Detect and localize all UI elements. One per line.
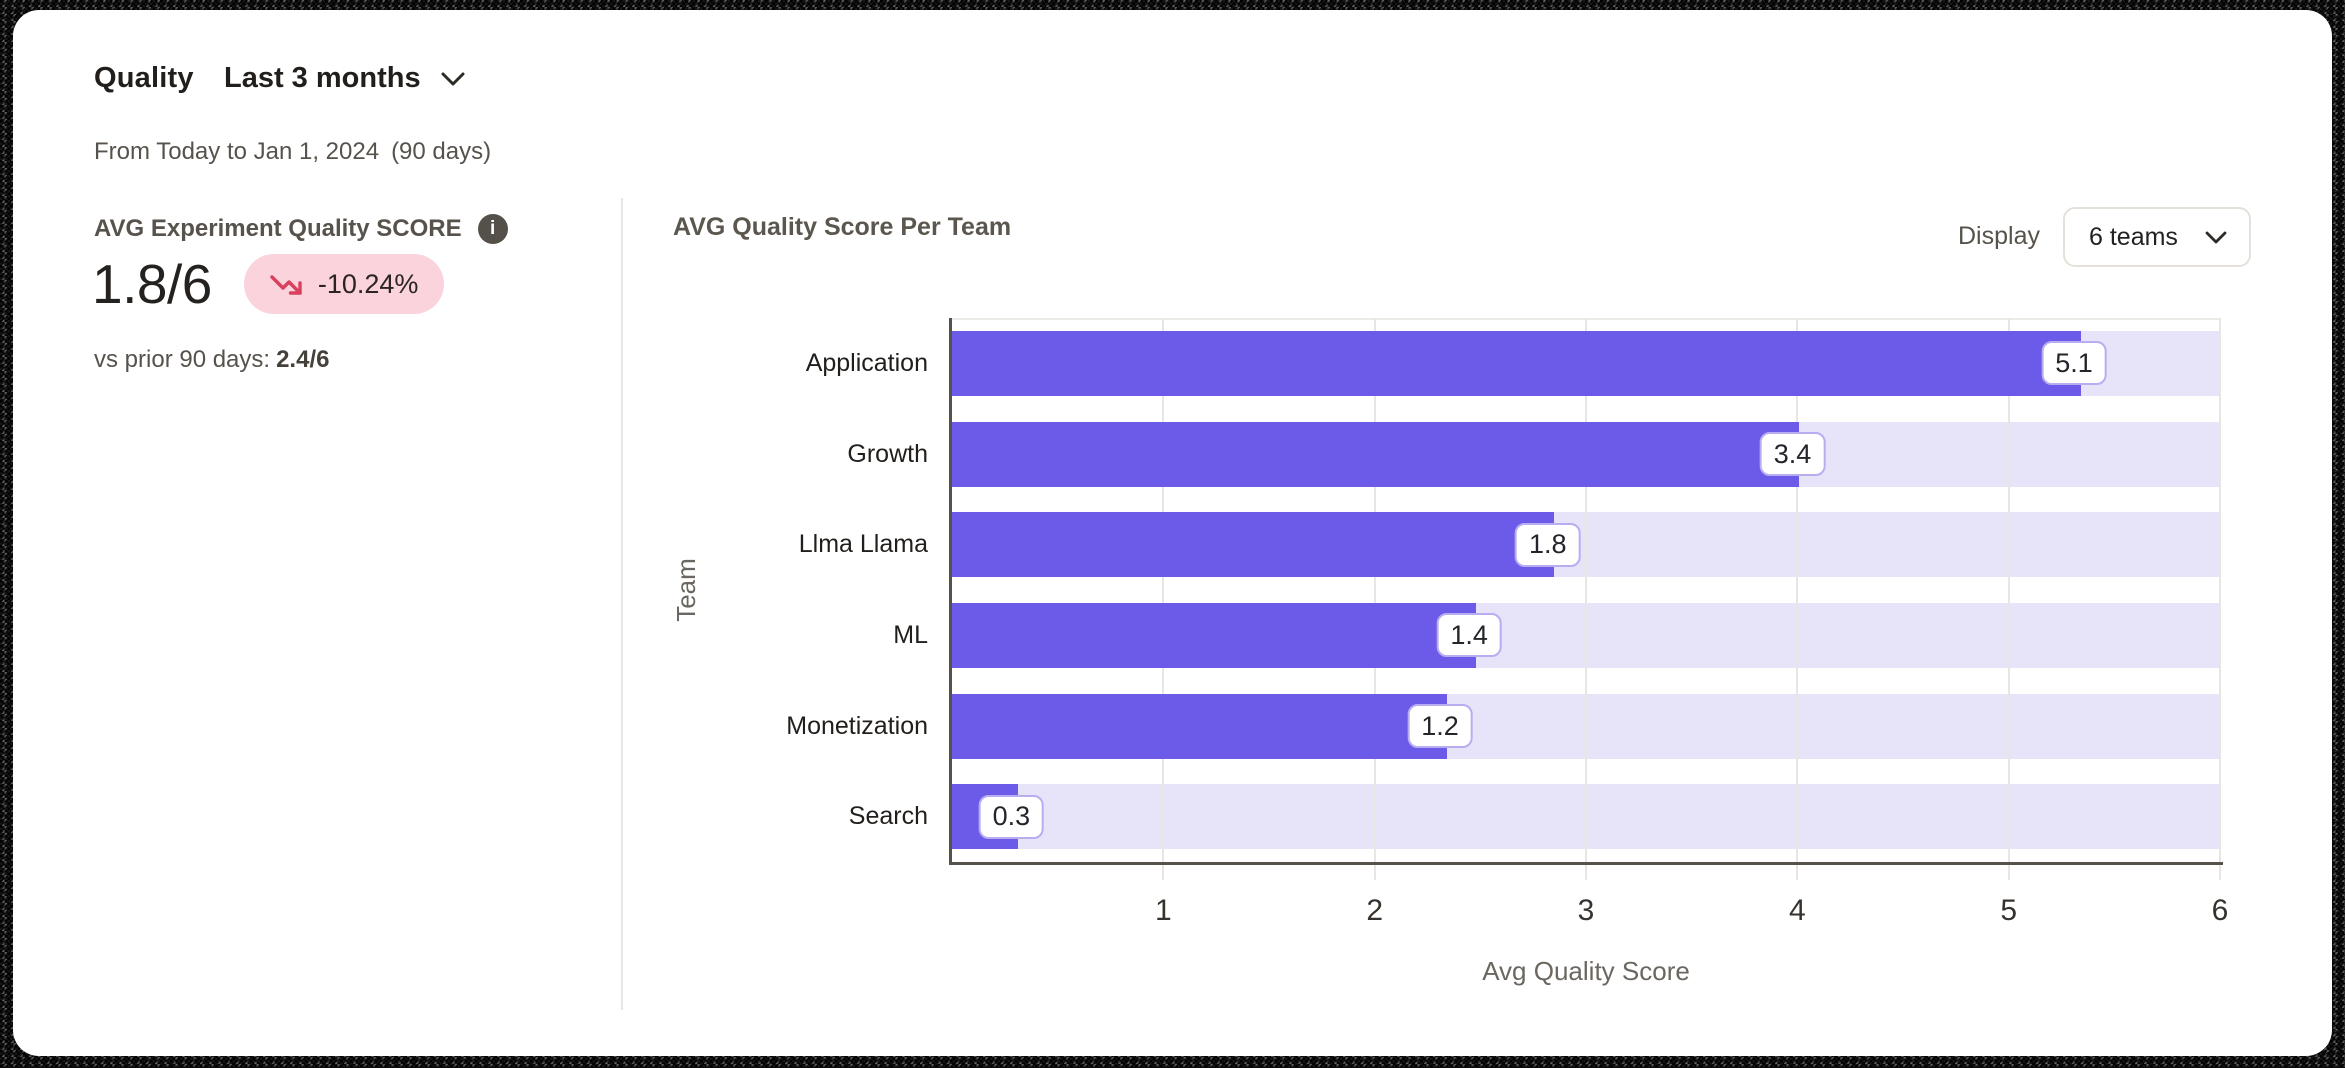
trending-down-icon [270,270,304,298]
vertical-divider [621,198,623,1010]
gridline [1585,318,1587,880]
subtitle-days: (90 days) [391,138,492,165]
kpi-header: AVG Experiment Quality SCORE i [94,214,508,244]
gridlines [952,318,2221,880]
x-tick-label: 1 [1154,894,1172,927]
info-icon[interactable]: i [477,214,508,244]
bar[interactable] [952,330,2081,396]
kpi-comparison: vs prior 90 days: 2.4/6 [94,346,329,374]
category-label: ML [893,620,928,649]
bar[interactable] [952,693,1447,759]
date-range-selector[interactable]: Last 3 months [224,62,465,95]
kpi-delta-badge: -10.24% [243,254,445,314]
chart-row: 5.1 [952,318,2220,409]
gridline [1373,318,1376,880]
gridline [2007,318,2010,880]
x-tick-label: 6 [2211,894,2229,927]
x-tick-label: 4 [1788,894,1806,927]
x-axis-line [949,862,2223,865]
gridline [1162,318,1165,880]
gridline [1796,318,1799,880]
bar-value-chip: 0.3 [978,794,1045,839]
category-label: Growth [847,439,928,468]
bar-value-chip: 1.8 [1514,522,1581,567]
bar-value-chip: 1.4 [1436,613,1502,658]
display-teams-dropdown[interactable]: 6 teams [2063,207,2251,267]
x-axis-title: Avg Quality Score [1482,956,1690,986]
kpi-value: 1.8/6 [92,253,212,315]
subtitle-date: From Today to Jan 1, 2024 [94,138,380,165]
date-range-subtitle: From Today to Jan 1, 2024 (90 days) [94,138,491,166]
display-teams-value: 6 teams [2089,222,2178,251]
gridline [2219,318,2221,880]
kpi-comparison-prefix: vs prior 90 days: [94,346,271,373]
x-tick-label: 5 [2000,894,2017,927]
x-tick-label: 3 [1577,894,1595,927]
bar-value-chip: 1.2 [1407,704,1473,749]
bar[interactable] [952,512,1555,578]
x-tick-label: 2 [1366,894,1383,927]
bar-value-chip: 5.1 [2041,341,2107,386]
date-range-label: Last 3 months [224,62,421,94]
kpi-value-row: 1.8/6 -10.24% [92,252,445,316]
bar-chart-plot: 5.1 3.4 1.8 1.4 1.2 0.3 [949,318,2223,880]
x-axis-tick-labels: 1 2 3 4 5 6 [952,894,2228,934]
kpi-delta-value: -10.24% [317,268,419,299]
category-axis-labels: Application Growth Llma Llama ML Monetizatio… [640,318,940,862]
category-label: Search [848,802,928,831]
page-title: Quality [94,62,194,94]
display-label: Display [1958,222,2040,250]
bar[interactable] [952,602,1476,668]
category-label: Monetization [786,711,928,740]
bar-track: 5.1 [952,330,2220,396]
chart-title: AVG Quality Score Per Team [673,213,1012,241]
kpi-comparison-value: 2.4/6 [276,346,330,373]
bar[interactable] [952,421,1800,487]
kpi-label: AVG Experiment Quality SCORE [94,215,462,242]
bar-value-chip: 3.4 [1759,432,1826,476]
chevron-down-icon [441,72,465,86]
y-axis-title: Team [670,558,701,622]
category-label: Llma Llama [798,530,928,559]
category-label: Application [805,348,928,377]
y-axis-line [949,318,952,865]
chevron-down-icon [2205,231,2227,244]
